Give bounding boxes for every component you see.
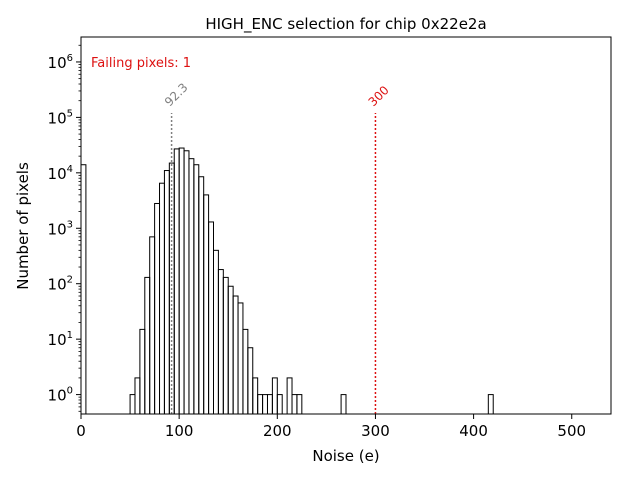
histogram-bar	[154, 202, 161, 415]
histogram-bar	[286, 377, 293, 415]
x-tick-label: 400	[459, 422, 488, 440]
histogram-bar	[252, 377, 259, 415]
y-tick-label: 104	[48, 164, 73, 183]
plot-frame	[80, 36, 612, 415]
histogram-bar	[227, 285, 234, 415]
histogram-bar	[257, 394, 264, 415]
y-axis-ticks: 100 101 102 103 104 105 106	[48, 44, 81, 412]
histogram-bar	[340, 394, 347, 415]
histogram-bar	[139, 328, 146, 415]
histogram-bar	[247, 347, 254, 415]
x-tick-label: 300	[361, 422, 390, 440]
y-tick-label: 101	[48, 330, 73, 349]
histogram-bars	[80, 147, 494, 415]
x-axis-ticks: 0 100 200 300 400 500	[76, 414, 586, 440]
histogram-bar	[173, 148, 180, 415]
y-tick-label: 102	[48, 275, 73, 294]
histogram-bar	[159, 182, 165, 415]
threshold-annotations: 92.3 300	[162, 80, 392, 414]
histogram-bar	[213, 249, 219, 415]
histogram-bar	[262, 394, 268, 415]
y-tick-label: 100	[48, 386, 73, 405]
chart-title: HIGH_ENC selection for chip 0x22e2a	[205, 15, 486, 34]
y-axis-label: Number of pixels	[14, 162, 32, 290]
histogram-bar	[203, 194, 210, 415]
threshold-label: 92.3	[162, 80, 191, 109]
failing-pixels-label: Failing pixels: 1	[91, 56, 191, 71]
histogram-bar	[237, 302, 244, 415]
histogram-bar	[134, 377, 141, 415]
histogram-bar	[266, 394, 273, 415]
threshold-label: 300	[366, 83, 392, 109]
histogram-bar	[183, 150, 190, 415]
x-axis-label: Noise (e)	[312, 447, 379, 465]
x-tick-label: 500	[557, 422, 586, 440]
histogram-bar	[178, 147, 185, 415]
y-tick-label: 106	[48, 53, 73, 72]
histogram-bar	[208, 221, 214, 415]
x-tick-label: 0	[76, 422, 86, 440]
histogram-bar	[232, 295, 239, 415]
histogram-bar	[144, 276, 151, 415]
histogram-bar	[276, 394, 283, 415]
histogram-bar	[217, 269, 224, 415]
histogram-bar	[222, 276, 229, 415]
histogram-bar	[487, 394, 494, 415]
x-tick-label: 100	[165, 422, 194, 440]
y-tick-label: 103	[48, 219, 73, 238]
histogram-bar	[188, 158, 195, 415]
histogram-bar	[193, 164, 200, 415]
histogram-bar	[296, 394, 303, 415]
histogram-bar	[291, 394, 298, 415]
histogram-bar	[80, 164, 87, 415]
histogram-bar	[163, 170, 170, 415]
histogram-bar	[271, 377, 278, 415]
histogram-bar	[242, 328, 249, 415]
histogram-bar	[198, 176, 205, 415]
histogram-bar	[149, 236, 156, 415]
x-tick-label: 200	[263, 422, 292, 440]
histogram-bar	[129, 394, 136, 415]
y-tick-label: 105	[48, 108, 73, 127]
